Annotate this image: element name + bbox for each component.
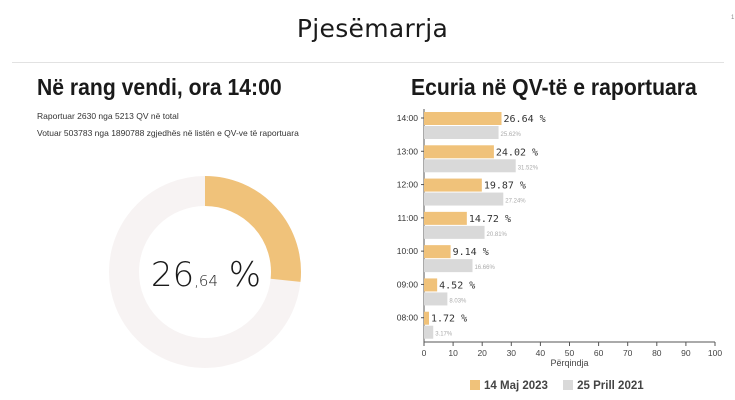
- bar-2023-label: 24.02 %: [496, 147, 538, 158]
- bar-2021: [424, 126, 499, 139]
- x-tick-label: 30: [507, 348, 517, 358]
- x-tick-label: 80: [652, 348, 662, 358]
- bar-2023: [424, 145, 494, 159]
- x-tick-label: 20: [477, 348, 487, 358]
- bar-2023: [424, 211, 467, 225]
- title-divider: [12, 62, 724, 63]
- legend-swatch-2021: [563, 380, 574, 390]
- y-tick-label: 13:00: [397, 146, 419, 156]
- bar-2021-label: 27.24%: [505, 199, 526, 205]
- bar-2023: [424, 112, 502, 125]
- y-tick-label: 14:00: [397, 113, 419, 123]
- turnout-integer: 26: [150, 255, 195, 295]
- page-title: Pjesëmarrja: [296, 14, 449, 43]
- y-tick-label: 12:00: [397, 180, 419, 190]
- legend-label-2023: 14 Maj 2023: [484, 380, 548, 392]
- y-tick-label: 10:00: [397, 246, 419, 256]
- turnout-value: 26,64 %: [150, 255, 262, 295]
- x-tick-label: 50: [565, 348, 575, 358]
- x-tick-label: 0: [422, 348, 427, 358]
- x-tick-label: 70: [623, 348, 633, 358]
- turnout-percent-sign: %: [218, 255, 262, 295]
- x-tick-label: 10: [448, 348, 458, 358]
- reported-stations-text: Raportuar 2630 nga 5213 QV në total: [37, 111, 179, 121]
- legend-label-2021: 25 Prill 2021: [577, 380, 644, 392]
- y-tick-label: 09:00: [397, 279, 419, 289]
- bar-2021-label: 3.17%: [435, 332, 453, 338]
- bar-2021-label: 8.03%: [449, 298, 467, 304]
- bar-2023: [424, 178, 482, 192]
- chart-legend: 14 Maj 2023 25 Prill 2021: [470, 380, 656, 392]
- bar-2023-label: 1.72 %: [431, 314, 467, 325]
- national-section-title: Në rang vendi, ora 14:00: [37, 74, 282, 100]
- page-marker: 1: [731, 15, 735, 21]
- bar-2021-label: 31.52%: [518, 165, 539, 171]
- bar-2023: [424, 278, 438, 292]
- x-tick-label: 60: [594, 348, 604, 358]
- turnout-decimal: ,64: [194, 272, 218, 290]
- bar-2021: [424, 159, 516, 173]
- hourly-chart-title: Ecuria në QV-të e raportuara: [411, 74, 697, 100]
- bar-2021: [424, 192, 504, 206]
- bar-2021: [424, 292, 448, 306]
- x-tick-label: 40: [536, 348, 546, 358]
- bar-2023: [424, 311, 430, 325]
- bar-2023-label: 4.52 %: [439, 280, 475, 291]
- legend-item-2021: 25 Prill 2021: [563, 380, 644, 392]
- legend-swatch-2023: [470, 380, 480, 390]
- bar-2021: [424, 259, 473, 273]
- votes-cast-text: Votuar 503783 nga 1890788 zgjedhës në li…: [37, 128, 299, 138]
- bar-2023-label: 26.64 %: [504, 114, 546, 125]
- bar-2023-label: 19.87 %: [484, 181, 526, 192]
- legend-item-2023: 14 Maj 2023: [470, 380, 548, 392]
- bar-2021: [424, 325, 434, 339]
- x-tick-label: 100: [708, 348, 722, 358]
- bar-2023-label: 14.72 %: [469, 214, 511, 225]
- bar-2021: [424, 225, 485, 239]
- x-tick-label: 90: [681, 348, 691, 358]
- bar-2021-label: 16.66%: [474, 265, 495, 271]
- bar-2021-label: 25.62%: [501, 132, 522, 138]
- x-axis-label: Përqindja: [550, 358, 588, 368]
- y-tick-label: 11:00: [397, 213, 418, 223]
- y-tick-label: 08:00: [397, 313, 419, 323]
- bar-2023-label: 9.14 %: [453, 247, 489, 258]
- bar-2021-label: 20.81%: [487, 232, 508, 238]
- bar-2023: [424, 245, 451, 259]
